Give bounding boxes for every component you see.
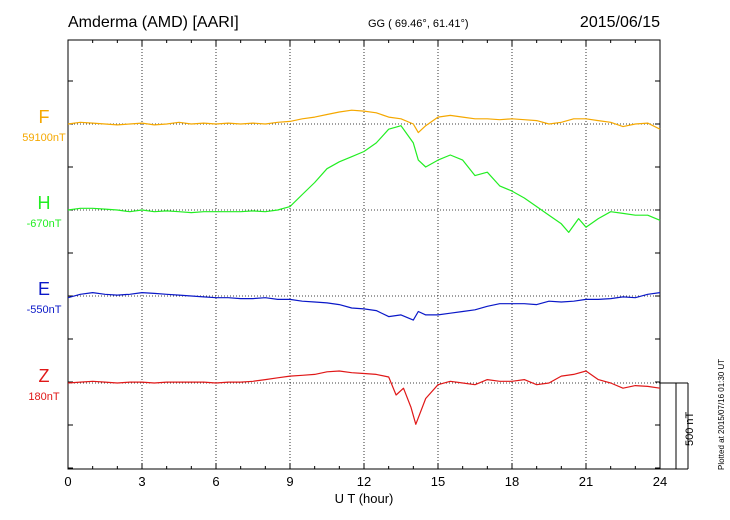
plotted-note: Plotted at 2015/07/16 01:30 UT <box>717 359 726 470</box>
scale-bar-label: 500 nT <box>684 411 696 446</box>
x-axis-label: U T (hour) <box>335 491 394 506</box>
grid <box>68 40 660 469</box>
series-name-z: Z <box>39 366 50 386</box>
series-baseline-h: -670nT <box>27 218 62 230</box>
series-baseline-z: 180nT <box>28 391 59 403</box>
x-tick-label: 12 <box>357 474 371 489</box>
series-name-e: E <box>38 279 50 299</box>
series-name-f: F <box>39 107 50 127</box>
x-tick-label: 21 <box>579 474 593 489</box>
station-coordinates: GG ( 69.46°, 61.41°) <box>368 18 469 30</box>
x-tick-label: 15 <box>431 474 445 489</box>
station-title: Amderma (AMD) [AARI] <box>68 14 239 31</box>
x-tick-label: 24 <box>653 474 667 489</box>
series-name-h: H <box>38 193 51 213</box>
series-line-e <box>67 292 661 321</box>
x-tick-label: 9 <box>286 474 293 489</box>
x-tick-label: 0 <box>64 474 71 489</box>
x-tick-label: 3 <box>138 474 145 489</box>
plot-frame <box>67 39 661 470</box>
series-line-f <box>67 109 661 134</box>
axis-ticks: 0 3 6 9 12 15 18 21 24 <box>64 40 667 489</box>
series-baseline-f: 59100nT <box>22 132 66 144</box>
x-tick-label: 6 <box>212 474 219 489</box>
series-labels: F 59100nT H -670nT E -550nT Z 180nT <box>22 107 66 403</box>
x-tick-label: 18 <box>505 474 519 489</box>
series-baseline-e: -550nT <box>27 304 62 316</box>
series-line-h <box>67 125 661 233</box>
scale-bar: 500 nT <box>660 382 696 470</box>
date-label: 2015/06/15 <box>580 14 660 31</box>
series-lines <box>67 109 661 425</box>
series-line-z <box>67 370 661 425</box>
